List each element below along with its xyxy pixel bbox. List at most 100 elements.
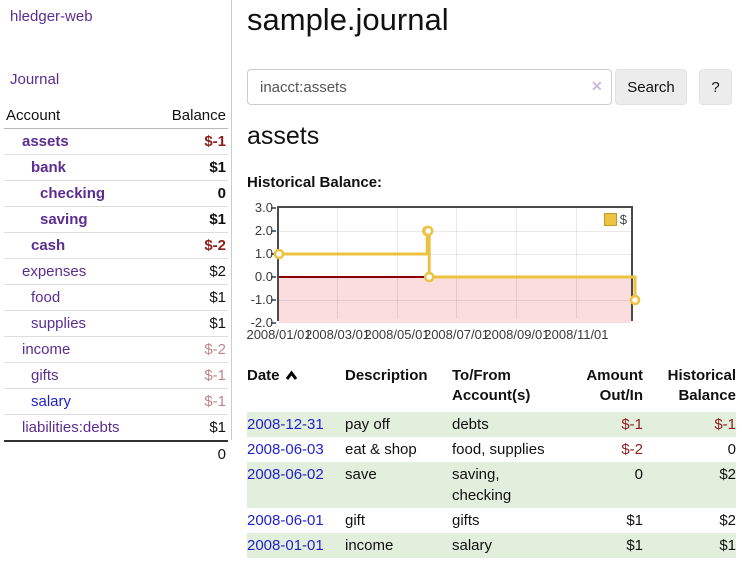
chart-legend: $ — [603, 212, 627, 227]
account-balance: $1 — [153, 154, 228, 181]
help-button[interactable]: ? — [699, 69, 732, 105]
y-tick-label: 2.0 — [254, 223, 273, 238]
register-col-description: Description — [345, 367, 428, 384]
register-row: 2008-06-01 gift gifts $1 $2 — [247, 508, 736, 533]
account-balance: $1 — [153, 206, 228, 233]
transaction-description: save — [345, 466, 377, 483]
account-balance-table: Account Balance assets $-1 bank $1 check… — [4, 103, 228, 467]
account-balance: $1 — [153, 310, 228, 337]
sidebar-account-expenses[interactable]: expenses — [22, 263, 87, 280]
v-gridline — [396, 208, 398, 319]
transaction-accounts: gifts — [452, 512, 480, 529]
x-tick-label: 2008/03/01 — [304, 327, 371, 342]
balance-column-header: Balance — [153, 103, 228, 129]
y-tick-mark — [271, 299, 276, 301]
main-content: sample.journal ✕ Search ? assets Histori… — [246, 0, 736, 582]
account-column-header: Account — [4, 103, 154, 129]
register-table: Date Description To/From Account(s) Amou… — [247, 364, 736, 558]
account-row: income $-2 — [4, 336, 228, 363]
transaction-date-link[interactable]: 2008-12-31 — [247, 416, 324, 433]
h-gridline — [279, 299, 631, 301]
account-balance: $-1 — [153, 362, 228, 389]
account-page-title: assets — [247, 122, 320, 150]
account-row: liabilities:debts $1 — [4, 415, 228, 442]
account-row: bank $1 — [4, 154, 228, 181]
sidebar-account-cash[interactable]: cash — [31, 237, 66, 254]
sidebar-account-saving[interactable]: saving — [40, 211, 88, 228]
transaction-description: eat & shop — [345, 441, 417, 458]
transaction-accounts: salary — [452, 537, 493, 554]
accounts-total-row: 0 — [4, 440, 228, 467]
transaction-balance: $-1 — [714, 416, 736, 433]
register-col-accounts: To/From Account(s) — [452, 367, 531, 404]
account-balance: $-1 — [153, 128, 228, 155]
y-tick-mark — [271, 253, 276, 255]
x-tick-label: 2008/01/01 — [246, 327, 312, 342]
sidebar-account-gifts[interactable]: gifts — [31, 367, 59, 384]
account-row: checking 0 — [4, 180, 228, 207]
transaction-amount: $-1 — [621, 416, 643, 433]
account-row: assets $-1 — [4, 128, 228, 155]
account-row: cash $-2 — [4, 232, 228, 259]
sidebar-account-food[interactable]: food — [31, 289, 61, 306]
v-gridline — [337, 208, 339, 319]
transaction-balance: $2 — [719, 466, 736, 483]
register-row: 2008-01-01 income salary $1 $1 — [247, 533, 736, 558]
transaction-accounts: food, supplies — [452, 441, 545, 458]
account-balance: $-2 — [153, 336, 228, 363]
transaction-amount: $1 — [626, 512, 643, 529]
transaction-description: pay off — [345, 416, 390, 433]
brand-link[interactable]: hledger-web — [10, 8, 93, 25]
sidebar-account-checking[interactable]: checking — [40, 185, 106, 202]
account-row: gifts $-1 — [4, 362, 228, 389]
accounts-total: 0 — [153, 440, 228, 467]
sidebar-item-journal[interactable]: Journal — [10, 71, 60, 88]
y-tick-label: -2.0 — [250, 315, 273, 330]
register-header-row: Date Description To/From Account(s) Amou… — [247, 364, 736, 412]
x-tick-label: 2008/09/01 — [484, 327, 550, 342]
account-balance: $-2 — [153, 232, 228, 259]
y-tick-mark — [271, 276, 276, 278]
h-gridline — [279, 230, 631, 232]
register-row: 2008-06-02 save saving, checking 0 $2 — [247, 462, 736, 508]
v-gridline — [575, 208, 577, 319]
search-input[interactable] — [247, 69, 612, 105]
sidebar-account-salary[interactable]: salary — [31, 393, 72, 410]
account-row: supplies $1 — [4, 310, 228, 337]
sidebar-account-income[interactable]: income — [22, 341, 71, 358]
y-tick-mark — [271, 322, 276, 324]
y-tick-label: 0.0 — [254, 269, 273, 284]
account-row: expenses $2 — [4, 258, 228, 285]
chevron-up-icon — [285, 367, 298, 387]
register-row: 2008-06-03 eat & shop food, supplies $-2… — [247, 437, 736, 462]
y-tick-label: 1.0 — [254, 246, 273, 261]
sidebar-account-assets[interactable]: assets — [22, 133, 69, 150]
account-balance: $-1 — [153, 388, 228, 415]
transaction-amount: $1 — [626, 537, 643, 554]
series-label: $ — [619, 212, 627, 227]
series-color-swatch — [603, 213, 617, 226]
transaction-date-link[interactable]: 2008-01-01 — [247, 537, 324, 554]
sidebar-account-liabilities-debts[interactable]: liabilities:debts — [22, 419, 120, 436]
register-col-date[interactable]: Date — [247, 364, 345, 412]
transaction-date-link[interactable]: 2008-06-03 — [247, 441, 324, 458]
h-gridline — [279, 253, 631, 255]
negative-region — [279, 277, 631, 323]
y-tick-label: 3.0 — [254, 200, 273, 215]
transaction-amount: $-2 — [621, 441, 643, 458]
x-tick-label: 2008/11/01 — [544, 327, 609, 342]
account-row: food $1 — [4, 284, 228, 311]
account-table-header: Account Balance — [4, 103, 228, 129]
search-button[interactable]: Search — [615, 69, 687, 105]
sidebar-account-bank[interactable]: bank — [31, 159, 67, 176]
transaction-date-link[interactable]: 2008-06-01 — [247, 512, 324, 529]
chart-heading: Historical Balance: — [247, 174, 383, 191]
register-col-balance: Historical Balance — [667, 367, 736, 404]
transaction-description: gift — [345, 512, 366, 529]
x-icon[interactable]: ✕ — [591, 78, 603, 94]
transaction-date-link[interactable]: 2008-06-02 — [247, 466, 324, 483]
account-row: salary $-1 — [4, 388, 228, 415]
transaction-balance: $1 — [719, 537, 736, 554]
register-row: 2008-12-31 pay off debts $-1 $-1 — [247, 412, 736, 437]
sidebar-account-supplies[interactable]: supplies — [31, 315, 87, 332]
